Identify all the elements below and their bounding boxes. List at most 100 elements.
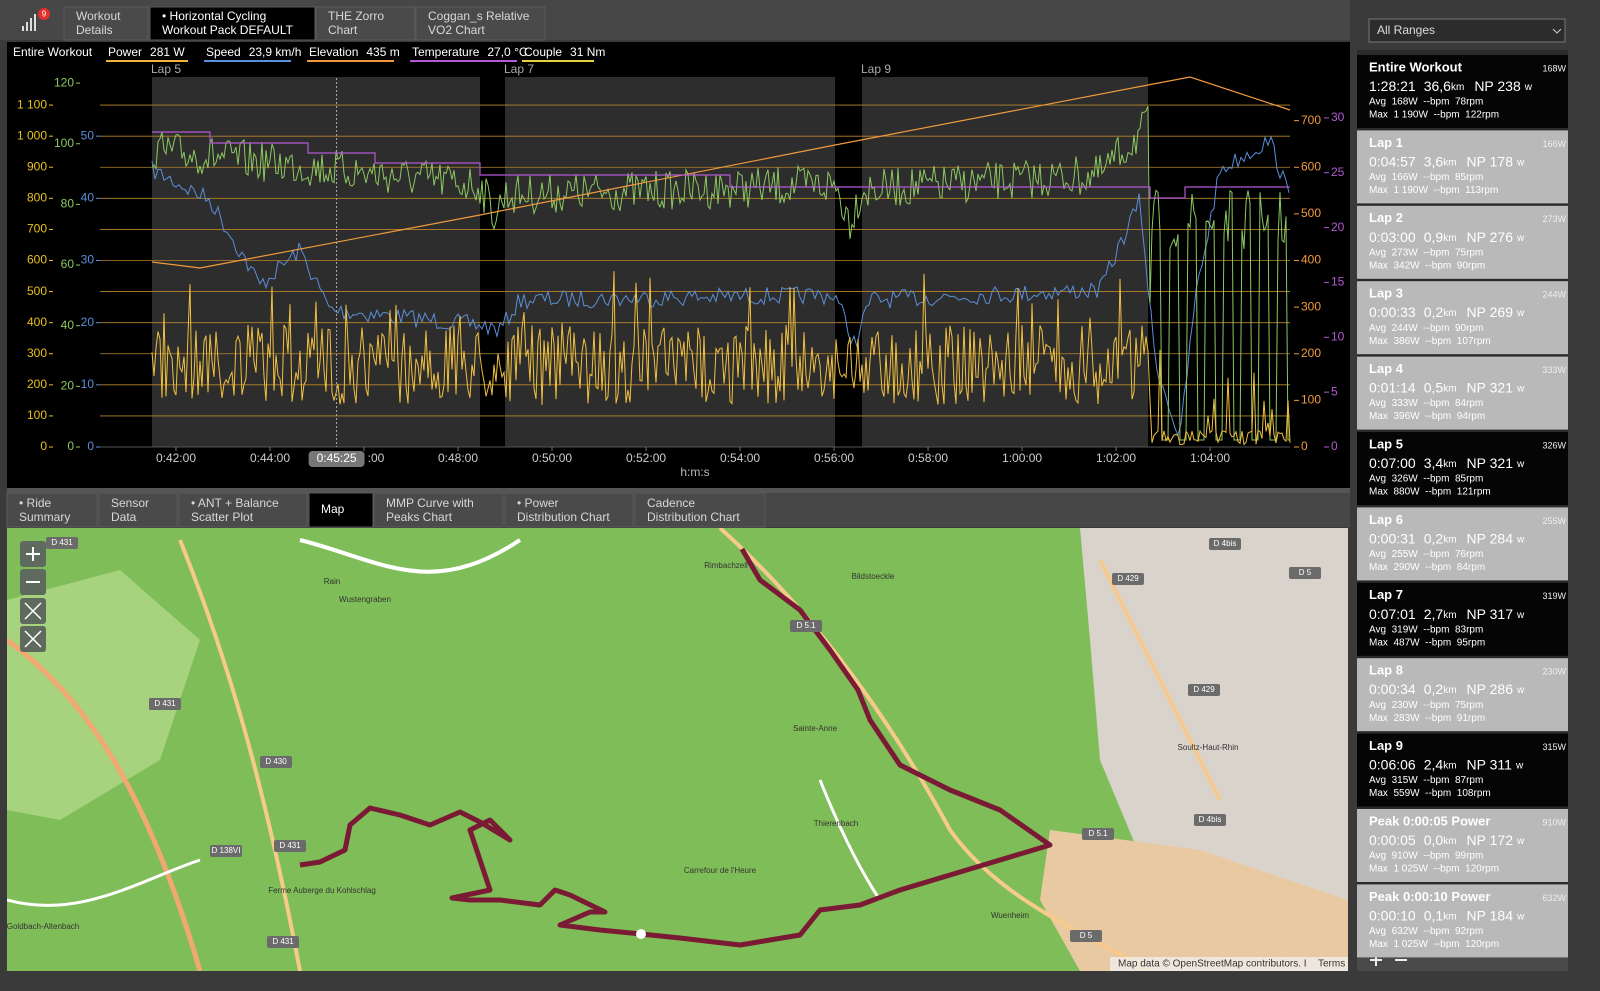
tab-label: Cadence	[647, 496, 695, 510]
splitter[interactable]	[7, 488, 1350, 493]
lap-item[interactable]	[1357, 507, 1568, 581]
y-tick-label: 20	[1331, 220, 1345, 234]
lap-distance: 0,0	[1424, 832, 1444, 848]
lap-time: 1:28:21	[1369, 78, 1416, 94]
legend-name: Couple	[524, 45, 562, 59]
lap-region	[505, 77, 835, 447]
road-label: D 5	[1080, 931, 1093, 940]
lap-time: 0:00:34	[1369, 681, 1416, 697]
range-select[interactable]	[1368, 18, 1566, 43]
lap-time: 0:00:05	[1369, 832, 1416, 848]
lap-corner: 166W	[1542, 139, 1566, 149]
legend-item[interactable]: Temperature 27,0 °C	[412, 45, 528, 59]
road-shield	[1188, 684, 1220, 696]
road-shield	[1289, 567, 1321, 579]
tab[interactable]	[504, 492, 634, 528]
lap-np: NP 178	[1467, 153, 1514, 169]
lap-np-unit: w	[1516, 383, 1525, 394]
lap-item[interactable]	[1357, 432, 1568, 505]
road-shield	[1112, 573, 1144, 585]
legend-item[interactable]: Power 281 W	[108, 45, 185, 59]
y-tick-label: 10	[81, 377, 95, 391]
x-tick-label: 0:58:00	[908, 451, 948, 465]
tab[interactable]	[149, 6, 316, 41]
tab-label: Distribution Chart	[517, 510, 610, 524]
y-tick-label: 5	[1331, 384, 1338, 398]
lap-np: NP 284	[1467, 530, 1514, 546]
y-tick-label: 40	[61, 318, 75, 332]
y-tick-label: 800	[27, 191, 47, 205]
lap-corner: 326W	[1542, 440, 1566, 450]
legend-item[interactable]: Elevation 435 m	[309, 45, 400, 59]
tab[interactable]	[6, 492, 98, 528]
lap-item[interactable]	[1357, 205, 1568, 279]
lap-avg: Avg 910W --bpm 99rpm	[1369, 851, 1483, 862]
lap-item[interactable]	[1357, 130, 1568, 204]
lap-item[interactable]	[1357, 884, 1568, 958]
tab[interactable]	[63, 6, 149, 41]
lap-item[interactable]	[1357, 55, 1568, 128]
lap-distance-unit: km	[1443, 609, 1456, 620]
lap-distance-unit: km	[1443, 836, 1456, 847]
dropdown-arrow	[1552, 28, 1562, 34]
tab-label: Workout	[76, 9, 121, 23]
lap-corner: 632W	[1542, 893, 1566, 903]
tab[interactable]	[178, 492, 308, 528]
tab[interactable]	[373, 492, 504, 528]
road-shield	[267, 936, 299, 948]
tab[interactable]	[415, 6, 546, 41]
power-trace	[151, 271, 1291, 446]
lap-time: 0:00:31	[1369, 530, 1416, 546]
lap-distance-unit: km	[1451, 82, 1464, 93]
x-tick-label: 1:04:00	[1190, 451, 1230, 465]
lap-item[interactable]	[1357, 658, 1568, 732]
lap-item[interactable]	[1357, 582, 1568, 656]
legend-item[interactable]: Speed 23,9 km/h	[206, 45, 301, 59]
tab[interactable]	[315, 6, 416, 41]
lap-avg: Avg 230W --bpm 75rpm	[1369, 700, 1483, 711]
road-shield	[1070, 930, 1102, 942]
legend-value: 23,9 km/h	[249, 45, 302, 59]
lap-max: Max 880W --bpm 121rpm	[1369, 487, 1491, 498]
y-tick-label: 80	[61, 197, 75, 211]
lap-summary: 1:28:21 36,6km NP 238 w	[1369, 78, 1533, 94]
range-name: Entire Workout	[13, 45, 93, 59]
legend-item[interactable]: Couple 31 Nm	[524, 45, 605, 59]
lap-distance: 0,2	[1424, 304, 1444, 320]
lap-np-unit: w	[1516, 836, 1525, 847]
lap-item[interactable]	[1357, 356, 1568, 430]
lap-item[interactable]	[1357, 809, 1568, 882]
y-tick-label: 100	[1301, 393, 1321, 407]
lap-item[interactable]	[1357, 733, 1568, 807]
lap-time: 0:00:33	[1369, 304, 1416, 320]
range-select-text: All Ranges	[1377, 23, 1435, 37]
lap-np-unit: w	[1516, 609, 1525, 620]
tab[interactable]	[98, 492, 178, 528]
tab-label: Coggan_s Relative	[428, 9, 530, 23]
y-tick-label: 10	[1331, 329, 1345, 343]
x-tick-label: 0:48:00	[438, 451, 478, 465]
lap-name: Peak 0:00:05 Power	[1369, 813, 1490, 828]
map: D 431 Rain Wustengraben Rimbachzell Bildstoe…	[7, 528, 1348, 971]
route-cursor	[636, 929, 646, 939]
signal-icon	[22, 14, 36, 31]
speed-trace	[151, 135, 1290, 437]
lap-max: Max 283W --bpm 91rpm	[1369, 713, 1485, 724]
tab-label: • Power	[517, 496, 559, 510]
tab[interactable]	[308, 492, 374, 528]
lap-max: Max 396W --bpm 94rpm	[1369, 411, 1485, 422]
y-tick-label: 0	[67, 439, 74, 453]
tab-label: Chart	[328, 23, 358, 37]
tab[interactable]	[634, 492, 766, 528]
map-terms[interactable]: Terms	[1318, 959, 1345, 970]
lap-distance-unit: km	[1443, 685, 1456, 696]
lap-item[interactable]	[1357, 281, 1568, 355]
lap-name: Lap 1	[1369, 135, 1403, 150]
x-tick-label: 0:44:00	[250, 451, 290, 465]
y-tick-label: 1 000	[17, 128, 47, 142]
lap-time: 0:04:57	[1369, 153, 1416, 169]
lap-np-unit: w	[1524, 82, 1533, 93]
lap-max: Max 342W --bpm 90rpm	[1369, 260, 1485, 271]
